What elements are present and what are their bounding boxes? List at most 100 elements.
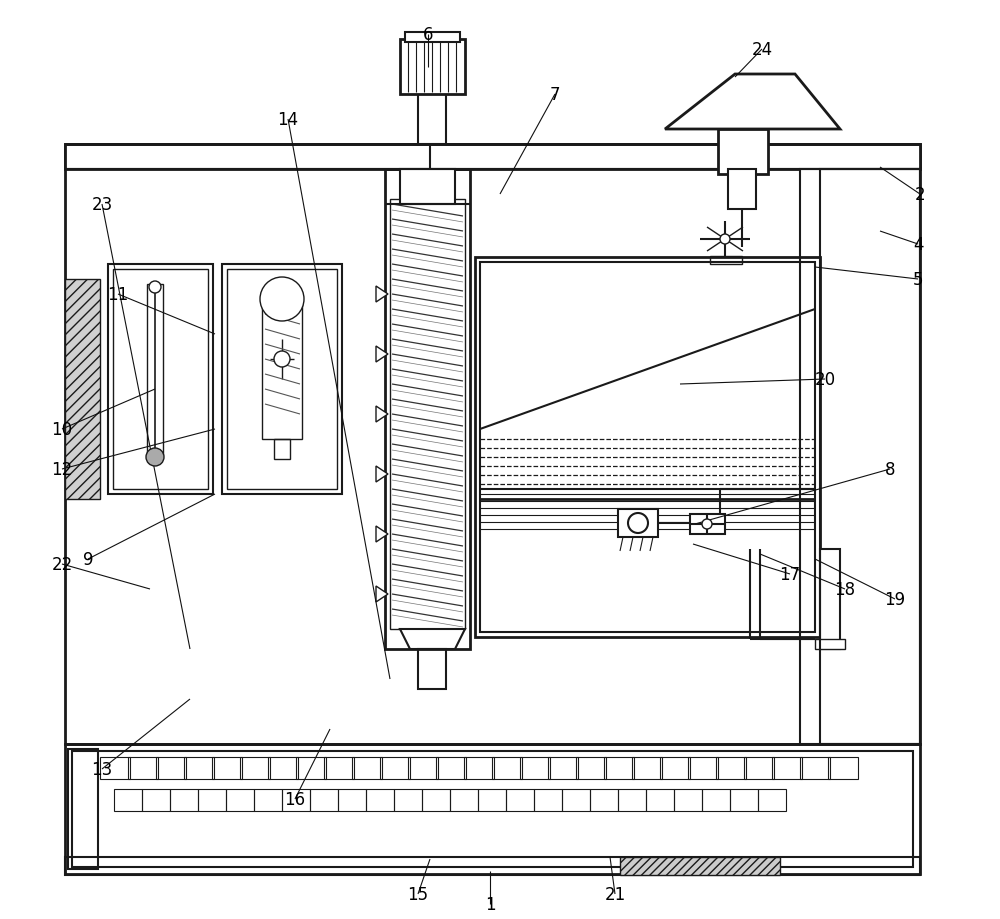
Bar bbox=[674, 789, 702, 811]
Bar bbox=[744, 757, 774, 779]
Bar bbox=[227, 269, 337, 490]
Text: 14: 14 bbox=[277, 111, 299, 129]
Text: 24: 24 bbox=[751, 41, 773, 59]
Polygon shape bbox=[665, 75, 840, 130]
Bar bbox=[576, 757, 606, 779]
Bar bbox=[728, 170, 756, 210]
Bar bbox=[198, 789, 226, 811]
Bar bbox=[400, 40, 465, 95]
Text: 5: 5 bbox=[913, 271, 923, 289]
Bar bbox=[828, 757, 858, 779]
Bar bbox=[620, 857, 780, 875]
Bar bbox=[394, 789, 422, 811]
Bar bbox=[632, 757, 662, 779]
Bar bbox=[800, 170, 920, 744]
Bar bbox=[418, 90, 446, 145]
Bar bbox=[618, 509, 658, 538]
Text: 15: 15 bbox=[407, 885, 429, 903]
Polygon shape bbox=[376, 467, 388, 482]
Bar bbox=[352, 757, 382, 779]
Bar bbox=[710, 256, 742, 265]
Bar bbox=[688, 757, 718, 779]
Bar bbox=[72, 751, 913, 867]
Bar bbox=[604, 757, 634, 779]
Bar bbox=[548, 757, 578, 779]
Bar bbox=[282, 789, 310, 811]
Bar bbox=[65, 744, 920, 874]
Circle shape bbox=[720, 234, 730, 244]
Bar bbox=[113, 269, 208, 490]
Bar bbox=[385, 170, 470, 650]
Bar bbox=[65, 279, 100, 499]
Bar bbox=[226, 789, 254, 811]
Bar bbox=[660, 757, 690, 779]
Circle shape bbox=[260, 278, 304, 322]
Polygon shape bbox=[376, 586, 388, 602]
Bar bbox=[128, 757, 158, 779]
Bar bbox=[718, 130, 768, 175]
Bar bbox=[366, 789, 394, 811]
Bar bbox=[147, 285, 163, 455]
Bar bbox=[450, 789, 478, 811]
Bar bbox=[68, 749, 98, 869]
Bar bbox=[390, 199, 465, 630]
Bar bbox=[772, 757, 802, 779]
Polygon shape bbox=[400, 630, 465, 650]
Text: 1: 1 bbox=[485, 895, 495, 913]
Bar bbox=[820, 170, 920, 744]
Bar bbox=[65, 145, 920, 170]
Bar bbox=[506, 789, 534, 811]
Text: 10: 10 bbox=[51, 421, 73, 438]
Bar bbox=[716, 757, 746, 779]
Bar bbox=[730, 789, 758, 811]
Text: 9: 9 bbox=[83, 550, 93, 568]
Bar bbox=[310, 789, 338, 811]
Text: 13: 13 bbox=[91, 760, 113, 778]
Bar bbox=[338, 789, 366, 811]
Text: 11: 11 bbox=[107, 286, 129, 303]
Bar bbox=[184, 757, 214, 779]
Bar bbox=[475, 257, 820, 637]
Bar bbox=[492, 757, 522, 779]
Text: 4: 4 bbox=[913, 236, 923, 254]
Bar bbox=[100, 757, 130, 779]
Polygon shape bbox=[376, 287, 388, 302]
Bar bbox=[65, 145, 920, 744]
Circle shape bbox=[149, 282, 161, 294]
Text: 19: 19 bbox=[884, 590, 906, 608]
Bar bbox=[590, 789, 618, 811]
Bar bbox=[520, 757, 550, 779]
Bar bbox=[820, 550, 840, 650]
Text: 6: 6 bbox=[423, 26, 433, 44]
Bar bbox=[400, 170, 455, 205]
Bar bbox=[405, 33, 460, 43]
Bar bbox=[108, 265, 213, 494]
Bar bbox=[142, 789, 170, 811]
Bar bbox=[212, 757, 242, 779]
Bar bbox=[240, 757, 270, 779]
Bar bbox=[114, 789, 142, 811]
Text: 2: 2 bbox=[915, 186, 925, 204]
Bar bbox=[480, 263, 815, 632]
Bar bbox=[702, 789, 730, 811]
Bar bbox=[800, 757, 830, 779]
Bar bbox=[274, 439, 290, 460]
Bar bbox=[758, 789, 786, 811]
Polygon shape bbox=[376, 346, 388, 363]
Text: 20: 20 bbox=[814, 370, 836, 389]
Bar bbox=[618, 789, 646, 811]
Text: 16: 16 bbox=[284, 790, 306, 808]
Polygon shape bbox=[376, 406, 388, 423]
Circle shape bbox=[146, 448, 164, 467]
Bar bbox=[534, 789, 562, 811]
Bar bbox=[690, 515, 725, 535]
Bar bbox=[464, 757, 494, 779]
Bar bbox=[268, 757, 298, 779]
Bar bbox=[408, 757, 438, 779]
Text: 7: 7 bbox=[550, 85, 560, 104]
Text: 23: 23 bbox=[91, 196, 113, 214]
Bar bbox=[324, 757, 354, 779]
Bar bbox=[436, 757, 466, 779]
Bar bbox=[254, 789, 282, 811]
Circle shape bbox=[702, 519, 712, 529]
